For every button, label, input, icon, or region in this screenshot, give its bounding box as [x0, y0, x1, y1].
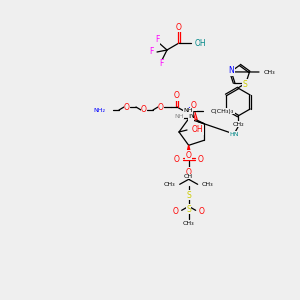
Text: NH₂: NH₂	[93, 107, 105, 112]
Text: O: O	[141, 106, 147, 115]
Text: CH: CH	[184, 174, 193, 179]
Text: N: N	[229, 66, 234, 75]
Text: CH₃: CH₃	[183, 221, 194, 226]
Text: CH₃: CH₃	[202, 182, 213, 187]
Text: O: O	[173, 207, 179, 216]
Text: S: S	[186, 191, 191, 200]
Polygon shape	[187, 145, 190, 152]
Text: O: O	[186, 168, 192, 177]
Text: O: O	[124, 103, 130, 112]
Text: OH: OH	[192, 125, 204, 134]
Text: S: S	[186, 205, 191, 214]
Text: F: F	[159, 59, 163, 68]
Text: O: O	[198, 155, 203, 164]
Text: CH₂: CH₂	[232, 122, 244, 127]
Text: HN: HN	[229, 131, 239, 136]
Text: O: O	[186, 151, 192, 160]
Text: CH₃: CH₃	[164, 182, 176, 187]
Text: O: O	[190, 101, 196, 110]
Text: O: O	[199, 207, 205, 216]
Text: O: O	[158, 103, 164, 112]
Text: F: F	[155, 35, 159, 44]
Text: N: N	[188, 112, 194, 121]
Text: C(CH₃)₃: C(CH₃)₃	[211, 109, 234, 113]
Text: OH: OH	[195, 38, 207, 47]
Text: F: F	[150, 47, 154, 56]
Text: O: O	[176, 22, 182, 32]
Text: O: O	[174, 155, 180, 164]
Text: O: O	[174, 92, 180, 100]
Text: CH₃: CH₃	[264, 70, 276, 74]
Text: S: S	[242, 80, 247, 88]
Text: NH: NH	[174, 113, 184, 119]
Text: NH: NH	[183, 109, 193, 113]
